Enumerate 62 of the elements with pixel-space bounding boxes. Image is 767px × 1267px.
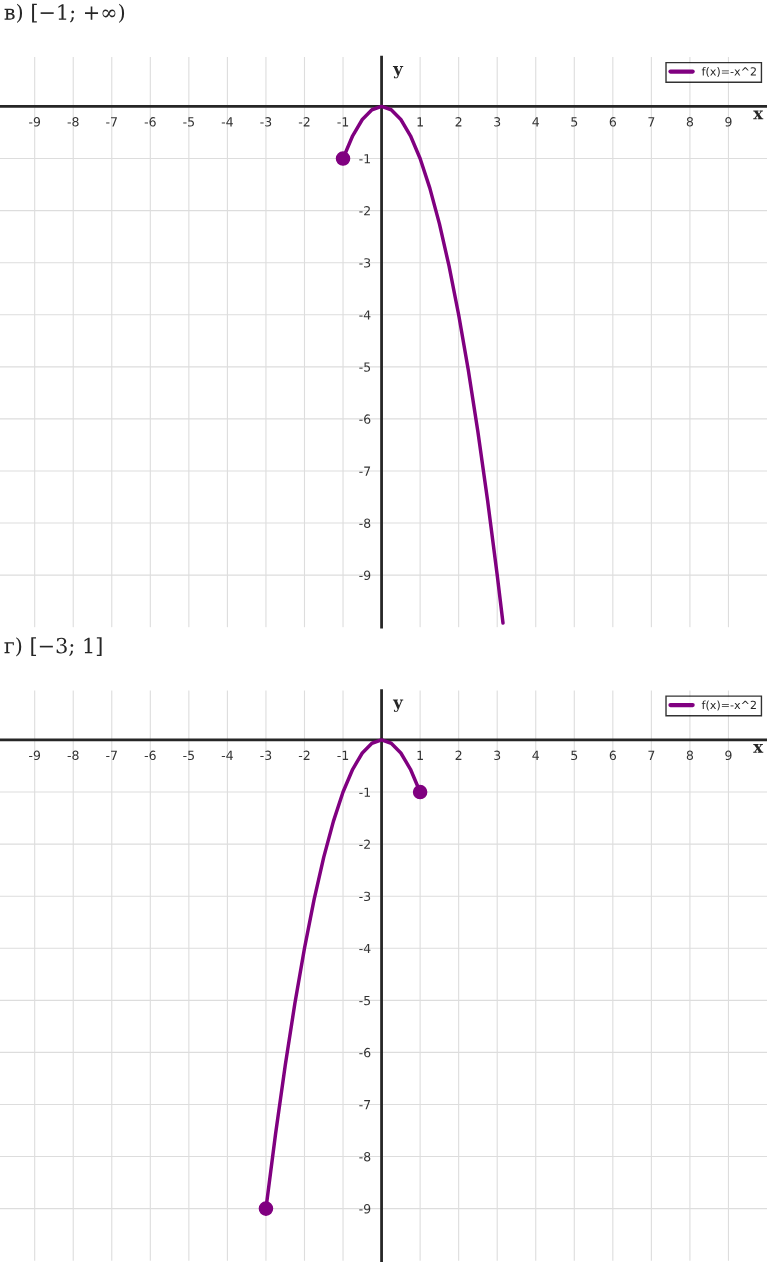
y-tick-label: -9 bbox=[359, 1204, 371, 1214]
x-tick-label: 7 bbox=[648, 117, 655, 127]
y-tick-label: -7 bbox=[359, 466, 371, 476]
x-tick-label: 8 bbox=[686, 117, 694, 127]
x-tick-label: 9 bbox=[725, 750, 732, 761]
y-tick-label: -5 bbox=[359, 362, 371, 372]
x-tick-label: 2 bbox=[455, 117, 462, 127]
x-tick-label: -1 bbox=[337, 750, 349, 760]
y-tick-label: -7 bbox=[359, 1100, 371, 1110]
x-tick-label: 9 bbox=[725, 117, 732, 127]
y-tick-label: -4 bbox=[359, 310, 371, 320]
x-tick-label: -8 bbox=[67, 750, 79, 761]
x-tick-label: 1 bbox=[417, 117, 423, 127]
legend-label: f(x)=-x^2 bbox=[701, 67, 756, 77]
x-tick-label: -3 bbox=[260, 750, 272, 761]
x-tick-label: 5 bbox=[571, 117, 578, 127]
x-axis-title: x bbox=[753, 110, 764, 120]
y-tick-label: -2 bbox=[359, 839, 370, 849]
y-tick-label: -8 bbox=[359, 1152, 371, 1162]
x-tick-label: 5 bbox=[571, 750, 578, 761]
y-tick-label: -8 bbox=[359, 518, 371, 528]
x-tick-label: 7 bbox=[648, 750, 655, 760]
x-tick-label: 6 bbox=[609, 117, 617, 127]
x-tick-label: -1 bbox=[337, 117, 349, 127]
y-axis-title: y bbox=[392, 699, 404, 712]
y-tick-label: -6 bbox=[359, 1047, 371, 1058]
x-tick-label: -5 bbox=[183, 750, 194, 761]
x-tick-label: -4 bbox=[221, 750, 233, 760]
x-tick-label: -4 bbox=[221, 117, 233, 127]
x-tick-label: 6 bbox=[609, 750, 617, 761]
x-tick-label: -5 bbox=[183, 117, 194, 127]
x-tick-label: -7 bbox=[106, 117, 117, 127]
x-tick-label: -2 bbox=[298, 750, 310, 760]
y-tick-label: -2 bbox=[359, 206, 370, 216]
x-tick-label: 4 bbox=[532, 750, 540, 760]
x-tick-label: -9 bbox=[29, 117, 41, 127]
y-tick-label: -1 bbox=[359, 154, 370, 164]
chart-title: в) [−1; +∞) bbox=[4, 3, 125, 23]
x-axis-title: x bbox=[753, 743, 764, 753]
y-tick-label: -1 bbox=[359, 787, 370, 797]
y-tick-label: -9 bbox=[359, 570, 371, 581]
x-tick-label: 2 bbox=[455, 750, 462, 760]
x-tick-label: -8 bbox=[67, 117, 79, 127]
x-tick-label: 3 bbox=[494, 117, 501, 127]
x-tick-label: -3 bbox=[260, 117, 272, 127]
y-tick-label: -5 bbox=[359, 995, 371, 1006]
x-tick-label: -9 bbox=[29, 750, 41, 761]
x-tick-label: 8 bbox=[686, 750, 694, 761]
x-tick-label: -6 bbox=[144, 750, 156, 761]
x-tick-label: 3 bbox=[494, 750, 501, 761]
x-tick-label: -2 bbox=[298, 117, 310, 127]
x-tick-label: 1 bbox=[417, 750, 423, 760]
x-tick-label: -6 bbox=[144, 117, 156, 127]
y-tick-label: -3 bbox=[359, 258, 371, 268]
chart-title: г) [−3; 1] bbox=[4, 637, 102, 657]
y-tick-label: -6 bbox=[359, 414, 371, 424]
y-tick-label: -3 bbox=[359, 891, 371, 902]
x-tick-label: 4 bbox=[532, 117, 540, 127]
x-tick-label: -7 bbox=[106, 750, 117, 760]
y-axis-title: y bbox=[392, 66, 404, 79]
legend-label: f(x)=-x^2 bbox=[701, 700, 756, 711]
y-tick-label: -4 bbox=[359, 943, 371, 953]
